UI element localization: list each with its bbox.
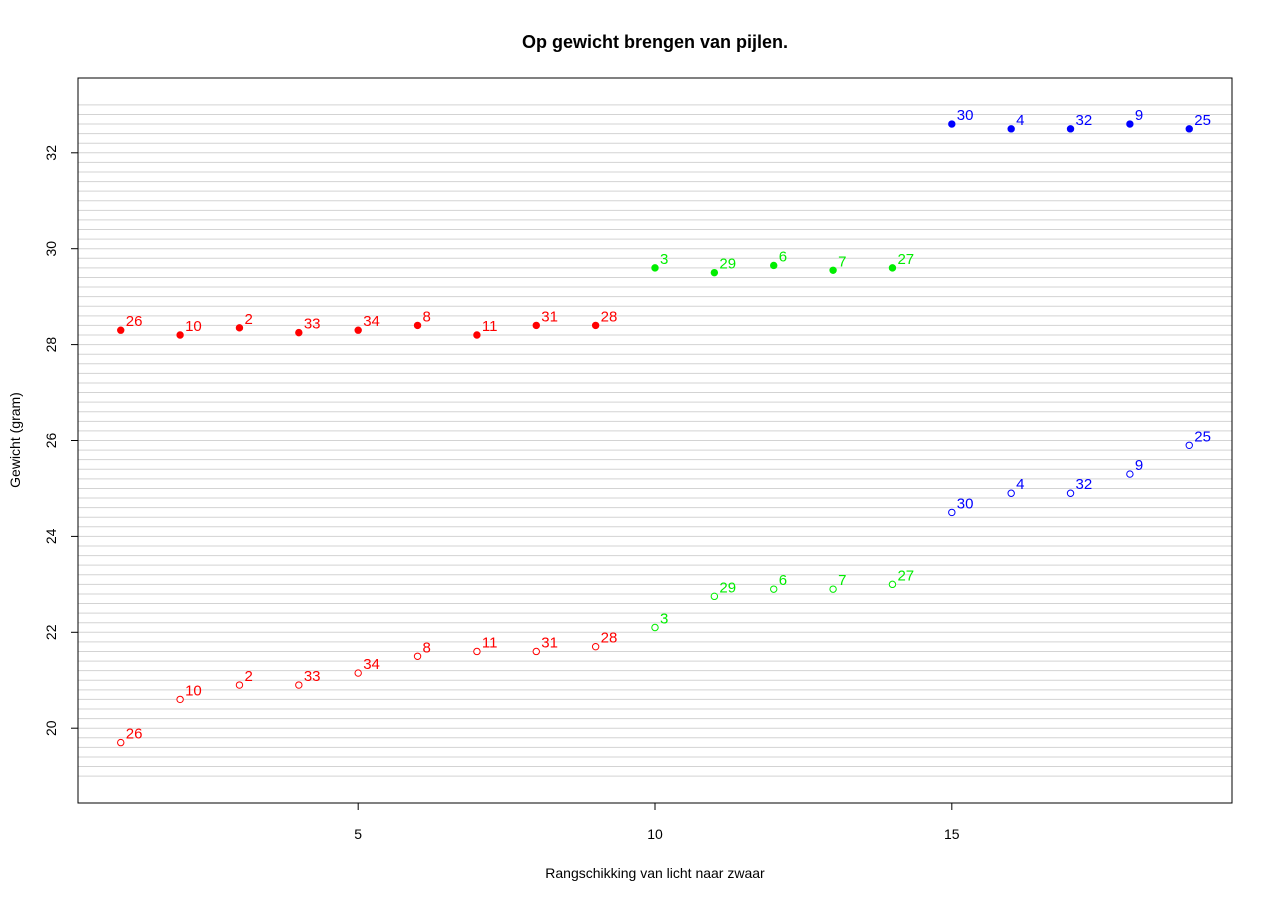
point bbox=[1066, 489, 1075, 497]
point-label: 10 bbox=[185, 318, 202, 335]
point bbox=[532, 321, 540, 330]
y-tick-label: 30 bbox=[43, 241, 59, 257]
chart-title: Op gewicht brengen van pijlen. bbox=[522, 32, 788, 52]
point bbox=[1185, 441, 1193, 449]
point-label: 26 bbox=[126, 726, 143, 743]
point-label: 27 bbox=[897, 251, 914, 268]
point bbox=[295, 328, 303, 337]
point bbox=[710, 592, 719, 601]
y-tick-label: 22 bbox=[43, 624, 59, 640]
point-label: 11 bbox=[482, 634, 498, 651]
point bbox=[235, 324, 244, 332]
point-label: 30 bbox=[957, 107, 974, 124]
point-label: 33 bbox=[304, 668, 321, 685]
point-label: 6 bbox=[779, 248, 787, 265]
point-label: 10 bbox=[185, 682, 202, 699]
point-label: 4 bbox=[1016, 112, 1024, 129]
x-tick-label: 10 bbox=[647, 826, 663, 842]
point bbox=[295, 681, 303, 689]
x-tick-label: 15 bbox=[944, 826, 960, 842]
point-label: 32 bbox=[1076, 112, 1093, 129]
point-label: 29 bbox=[719, 579, 736, 596]
point bbox=[354, 326, 362, 334]
y-tick-label: 26 bbox=[43, 433, 59, 449]
point bbox=[651, 623, 659, 632]
point-label: 8 bbox=[423, 639, 431, 656]
point bbox=[829, 266, 837, 274]
point bbox=[1126, 470, 1134, 478]
point bbox=[473, 647, 481, 656]
point bbox=[770, 585, 778, 593]
point bbox=[354, 669, 362, 677]
point-label: 27 bbox=[897, 567, 914, 584]
point-label: 33 bbox=[304, 316, 321, 333]
point-label: 7 bbox=[838, 253, 846, 270]
point bbox=[888, 264, 897, 272]
point-label: 29 bbox=[719, 256, 736, 273]
point bbox=[413, 321, 422, 330]
point-label: 26 bbox=[126, 313, 143, 330]
x-tick-label: 5 bbox=[354, 826, 362, 842]
point bbox=[1007, 125, 1015, 133]
point-label: 31 bbox=[541, 308, 558, 325]
point-label: 7 bbox=[838, 572, 846, 589]
point-label: 6 bbox=[779, 572, 787, 589]
y-tick-label: 20 bbox=[43, 720, 59, 736]
x-axis-label: Rangschikking van licht naar zwaar bbox=[545, 865, 765, 881]
point-label: 3 bbox=[660, 611, 668, 628]
point bbox=[117, 326, 125, 334]
y-tick-label: 28 bbox=[43, 337, 59, 353]
point bbox=[1007, 489, 1015, 497]
point-label: 9 bbox=[1135, 457, 1143, 474]
y-tick-label: 24 bbox=[43, 528, 59, 544]
point-label: 9 bbox=[1135, 107, 1143, 124]
point bbox=[1126, 120, 1134, 128]
point bbox=[948, 120, 956, 128]
y-tick-label: 32 bbox=[43, 145, 59, 161]
point-label: 8 bbox=[423, 308, 431, 325]
point-label: 25 bbox=[1194, 428, 1211, 445]
point bbox=[710, 268, 719, 277]
point bbox=[473, 331, 481, 339]
point bbox=[591, 642, 600, 651]
point-label: 28 bbox=[601, 308, 618, 325]
point bbox=[888, 580, 897, 589]
point-label: 25 bbox=[1194, 112, 1211, 129]
point-label: 2 bbox=[244, 311, 252, 328]
point-label: 28 bbox=[601, 630, 618, 647]
point bbox=[770, 261, 778, 270]
point-label: 31 bbox=[541, 634, 558, 651]
point bbox=[176, 331, 184, 339]
point bbox=[532, 647, 540, 656]
point bbox=[235, 681, 244, 689]
point bbox=[948, 508, 956, 517]
point bbox=[651, 264, 659, 272]
point bbox=[591, 321, 600, 330]
point-label: 30 bbox=[957, 495, 974, 512]
point bbox=[1066, 125, 1075, 133]
point bbox=[413, 652, 422, 660]
point-label: 3 bbox=[660, 251, 668, 268]
point bbox=[829, 585, 837, 593]
point-label: 34 bbox=[363, 313, 380, 330]
point-label: 4 bbox=[1016, 476, 1024, 493]
point-label: 2 bbox=[244, 668, 252, 685]
point-label: 11 bbox=[482, 318, 498, 335]
point bbox=[117, 738, 125, 747]
point bbox=[176, 695, 184, 704]
y-axis-label: Gewicht (gram) bbox=[7, 392, 23, 488]
point bbox=[1185, 125, 1193, 133]
point-label: 34 bbox=[363, 656, 380, 673]
point-label: 32 bbox=[1076, 476, 1093, 493]
